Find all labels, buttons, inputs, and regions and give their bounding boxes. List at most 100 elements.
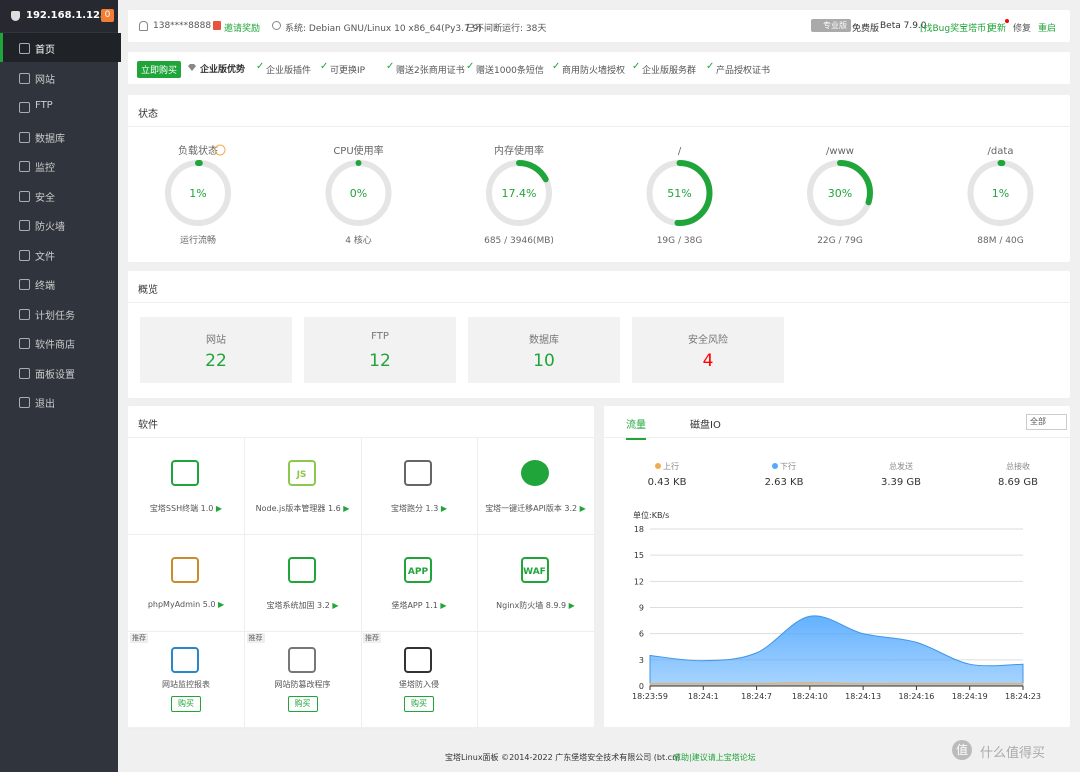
sidebar: 192.168.1.123 0 首页 网站 FTP 数据库 监控 安全 防火墙 文件 终端 计划任务软… xyxy=(0,0,121,772)
menu-label: 安全 xyxy=(35,192,55,204)
legend-dot xyxy=(655,463,661,469)
menu-item[interactable]: 面板设置 xyxy=(0,358,118,387)
menu-item[interactable]: 首页 xyxy=(0,33,121,62)
software-item[interactable]: 推荐 网站监控报表 购买 xyxy=(128,632,245,729)
icon-text: WAF xyxy=(523,567,546,577)
forum-link[interactable]: 求助|建议请上宝塔论坛 xyxy=(673,753,756,762)
panel-title: 状态 xyxy=(138,109,158,120)
icon-text: JS xyxy=(296,470,307,480)
check-icon: ✓ xyxy=(256,61,265,72)
gauge-name: /www xyxy=(826,146,854,157)
bug-reward[interactable]: [找Bug奖宝塔币] xyxy=(920,24,990,34)
gift-icon xyxy=(213,21,221,30)
software-item[interactable]: 宝塔系统加固 3.2 ▶ xyxy=(244,535,362,632)
software-item[interactable]: 推荐 网站防篡改程序 购买 xyxy=(244,632,362,729)
gem-icon xyxy=(188,64,196,71)
top-action[interactable]: 更新 xyxy=(988,24,1007,34)
software-item[interactable]: 宝塔跑分 1.3 ▶ xyxy=(361,438,478,535)
stat-value: 3.39 GB xyxy=(880,477,922,488)
software-icon xyxy=(287,557,316,583)
invite-link[interactable]: 邀请奖励 xyxy=(224,24,261,34)
menu-item[interactable]: 防火墙 xyxy=(0,210,118,239)
recommend-tag: 推荐 xyxy=(130,633,148,643)
software-item[interactable]: 推荐 堡塔防入侵 购买 xyxy=(361,632,478,729)
tab[interactable]: 磁盘IO xyxy=(690,420,721,431)
menu-label: FTP xyxy=(35,100,53,111)
software-item[interactable]: WAF Nginx防火墙 8.9.9 ▶ xyxy=(477,535,595,632)
menu-item[interactable]: 网站 xyxy=(0,63,118,92)
software-panel: 软件 宝塔SSH终端 1.0 ▶ JS Node.js版本管理器 1.6 ▶ 宝塔跑分 … xyxy=(128,406,595,729)
overview-panel: 概览网站 22 FTP 12 数据库 10 安全风险 4 xyxy=(128,271,1070,398)
software-icon xyxy=(520,460,549,486)
overview-card[interactable]: 安全风险 4 xyxy=(632,317,784,383)
software-name: 堡塔防入侵 xyxy=(399,680,439,689)
recommend-tag: 推荐 xyxy=(246,633,265,643)
update-dot xyxy=(1005,19,1009,23)
menu-icon xyxy=(19,397,30,408)
overview-card[interactable]: 网站 22 xyxy=(140,317,292,383)
x-tick-label: 18:24:19 xyxy=(952,692,988,701)
menu-item[interactable]: 终端 xyxy=(0,269,118,298)
menu-label: 终端 xyxy=(35,281,55,292)
menu-icon xyxy=(19,367,30,379)
menu-item[interactable]: 监控 xyxy=(0,151,118,180)
menu-item[interactable]: 软件商店 xyxy=(0,328,118,357)
menu-item[interactable]: 安全 xyxy=(0,181,118,210)
menu-icon xyxy=(19,220,30,231)
card-label: 安全风险 xyxy=(688,335,728,346)
software-name: phpMyAdmin 5.0 ▶ xyxy=(147,600,225,609)
x-tick-label: 18:23:59 xyxy=(632,692,668,701)
system-icon xyxy=(272,21,281,30)
divider xyxy=(604,437,1070,438)
top-action[interactable]: 重启 xyxy=(1038,24,1057,34)
menu-icon xyxy=(19,102,30,113)
software-item[interactable]: APP 堡塔APP 1.1 ▶ xyxy=(361,535,478,632)
menu-item[interactable]: FTP xyxy=(0,92,118,121)
menu-icon xyxy=(19,190,30,202)
menu-icon xyxy=(19,131,30,143)
software-item[interactable]: JS Node.js版本管理器 1.6 ▶ xyxy=(244,438,362,535)
buy-button[interactable]: 购买 xyxy=(287,696,318,712)
check-icon: ✓ xyxy=(706,61,715,72)
overview-card[interactable]: FTP 12 xyxy=(304,317,456,383)
gauge-arc xyxy=(325,160,392,226)
menu-item[interactable]: 数据库 xyxy=(0,122,118,151)
software-item[interactable]: 宝塔一键迁移API版本 3.2 ▶ xyxy=(477,438,595,535)
series-area xyxy=(649,682,1024,687)
overview-card[interactable]: 数据库 10 xyxy=(468,317,620,383)
stat-label: 上行 xyxy=(627,461,707,472)
panel-title: 概览 xyxy=(138,285,158,296)
range-select[interactable]: 全部 xyxy=(1026,414,1067,430)
menu-icon xyxy=(19,279,30,290)
menu-item[interactable]: 文件 xyxy=(0,240,118,269)
software-icon xyxy=(404,460,432,486)
promo-item: 产品授权证书 xyxy=(716,66,771,76)
software-icon xyxy=(171,557,199,583)
gauge-detail: 88M / 40G xyxy=(977,236,1023,246)
menu-label: 网站 xyxy=(35,74,55,86)
server-icon xyxy=(11,11,20,21)
software-name: 宝塔一键迁移API版本 3.2 ▶ xyxy=(485,504,586,513)
y-tick-label: 18 xyxy=(634,525,644,534)
buy-button[interactable]: 立即购买 xyxy=(137,61,182,78)
buy-button[interactable]: 购买 xyxy=(404,696,434,712)
gauge-arc xyxy=(165,160,231,226)
check-icon: ✓ xyxy=(632,61,641,72)
message-badge[interactable]: 0 xyxy=(101,9,114,22)
card-label: 网站 xyxy=(206,335,226,346)
software-name: 宝塔跑分 1.3 ▶ xyxy=(391,504,447,513)
software-item[interactable]: phpMyAdmin 5.0 ▶ xyxy=(128,535,245,632)
menu-item[interactable]: 退出 xyxy=(0,387,118,416)
status-panel: 状态 负载状态 1% 运行流畅 CPU使用率 0% 4 核心 内存使用率 17.4% 685 / … xyxy=(128,95,1070,262)
arrow-icon: ▶ xyxy=(340,504,350,513)
top-bar: 138****8888 邀请奖励 系统: Debian GNU/Linux 10 x… xyxy=(128,10,1070,42)
gauge-arc xyxy=(967,160,1034,226)
menu-item[interactable]: 计划任务 xyxy=(0,299,118,328)
watermark: 什么值得买 xyxy=(980,746,1046,761)
software-item[interactable]: 宝塔SSH终端 1.0 ▶ xyxy=(128,438,245,535)
tab[interactable]: 流量 xyxy=(626,416,646,440)
icon-text: APP xyxy=(407,567,429,577)
stat-label: 总发送 xyxy=(889,462,913,471)
top-action[interactable]: 修复 xyxy=(1013,24,1032,34)
buy-button[interactable]: 购买 xyxy=(171,696,201,712)
